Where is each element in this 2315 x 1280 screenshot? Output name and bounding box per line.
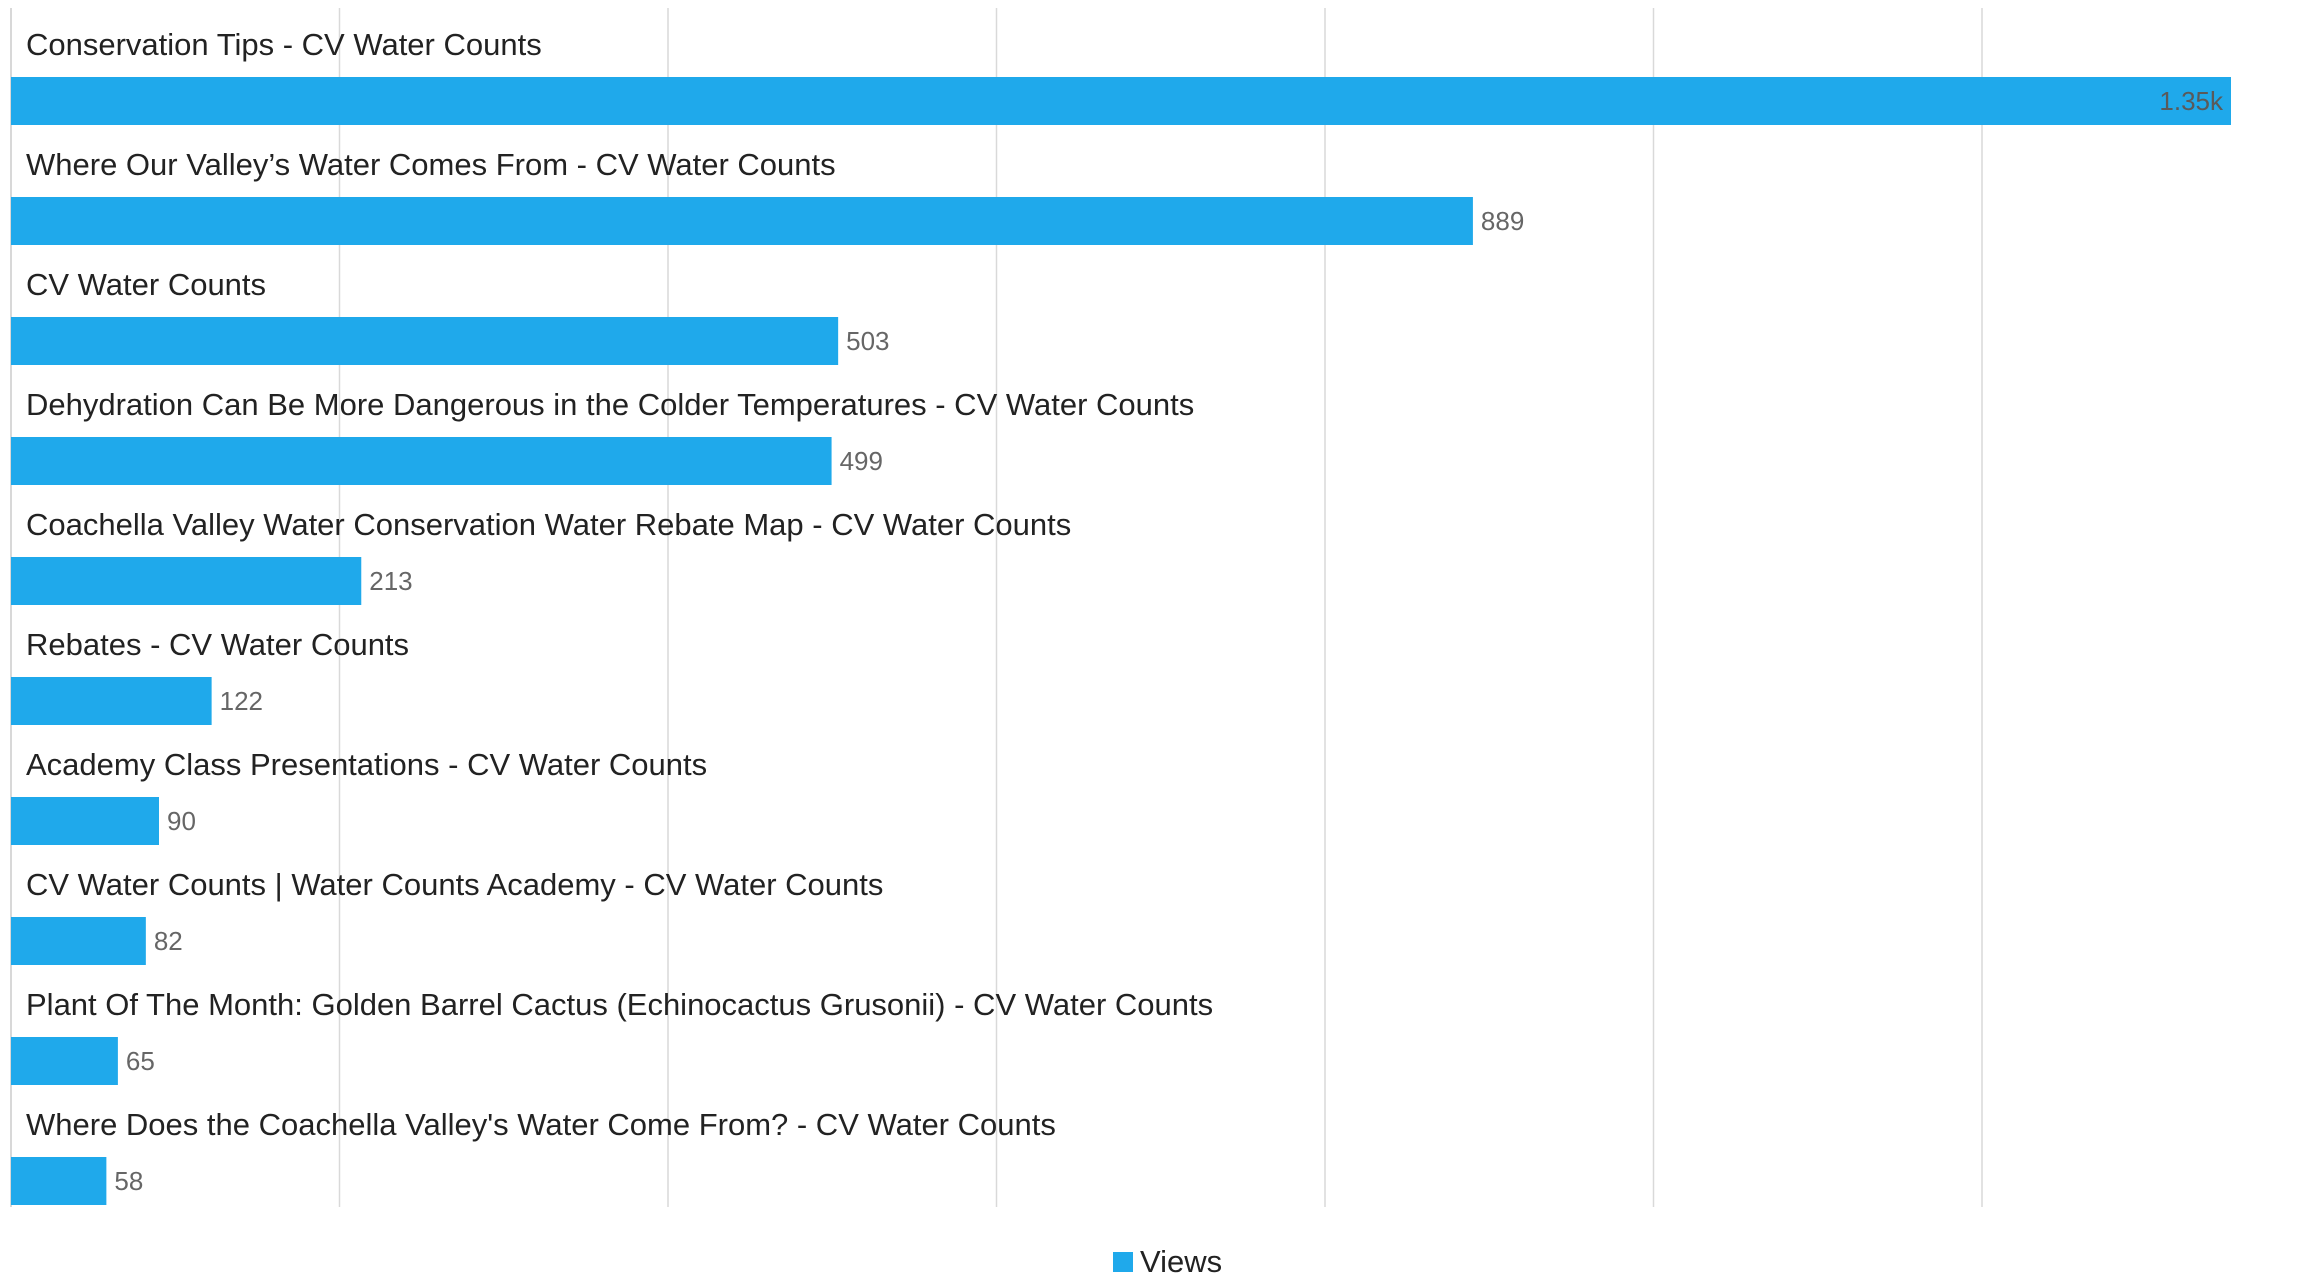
bar[interactable] [11,797,159,845]
category-label: Conservation Tips - CV Water Counts [26,27,542,62]
legend-swatch-views [1113,1252,1133,1272]
bar[interactable] [11,917,146,965]
bar[interactable] [11,197,1473,245]
category-label: Coachella Valley Water Conservation Wate… [26,507,1071,542]
category-label: Dehydration Can Be More Dangerous in the… [26,387,1194,422]
data-label: 503 [846,326,889,356]
data-label: 889 [1481,206,1524,236]
bar[interactable] [11,317,839,365]
bar[interactable] [11,437,832,485]
data-label: 65 [126,1046,155,1076]
grid-lines [10,8,1983,1207]
bar[interactable] [11,557,362,605]
category-label: Rebates - CV Water Counts [26,627,409,662]
bar[interactable] [11,77,2231,125]
bar[interactable] [11,1157,107,1205]
data-label: 90 [167,806,196,836]
category-label: Plant Of The Month: Golden Barrel Cactus… [26,987,1213,1022]
bar[interactable] [11,1037,118,1085]
bars [11,77,2231,1205]
bar[interactable] [11,677,212,725]
data-label: 82 [154,926,183,956]
category-label: CV Water Counts | Water Counts Academy -… [26,867,883,902]
category-label: Academy Class Presentations - CV Water C… [26,747,707,782]
category-label: CV Water Counts [26,267,266,302]
data-label: 122 [220,686,263,716]
data-label: 213 [369,566,412,596]
data-label: 499 [840,446,883,476]
data-label: 58 [114,1166,143,1196]
category-labels: Conservation Tips - CV Water Counts Where… [26,27,1213,1142]
legend[interactable]: Views [1113,1244,1222,1279]
legend-label-views: Views [1140,1244,1222,1279]
data-label: 1.35k [2159,86,2224,116]
value-labels: 1.35k 889 503 499 213 122 90 82 65 58 [114,86,2224,1196]
category-label: Where Does the Coachella Valley's Water … [26,1107,1056,1142]
category-label: Where Our Valley’s Water Comes From - CV… [26,147,836,182]
